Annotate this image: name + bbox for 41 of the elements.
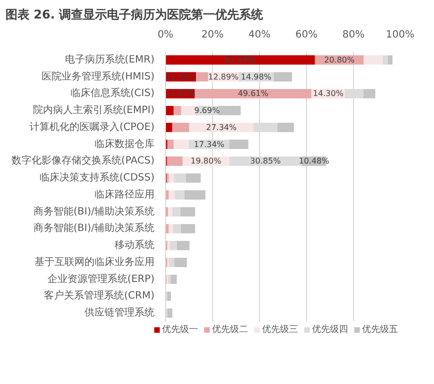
legend-label: 优先级二 xyxy=(212,324,248,336)
legend-label: 优先级一 xyxy=(162,324,198,336)
x-tick-label: 20% xyxy=(201,30,224,40)
data-label: 20.80% xyxy=(324,55,356,64)
y-tick-label: 临床决策支持系统(CDSS) xyxy=(39,172,155,184)
y-tick-label: 供应链管理系统 xyxy=(84,306,154,319)
y-tick-label: 临床数据仓库 xyxy=(94,138,154,150)
x-tick-label: 0% xyxy=(158,30,174,40)
data-label: 10.48% xyxy=(298,156,330,166)
data-label: 9.69% xyxy=(194,106,220,116)
x-tick-label: 40% xyxy=(248,30,271,40)
legend-label: 优先级五 xyxy=(362,324,398,336)
data-label: 19.80% xyxy=(190,156,222,166)
x-tick-label: 100% xyxy=(386,30,415,40)
y-tick-label: 商务智能(BI)/辅助决策系统 xyxy=(34,222,155,234)
legend-label: 优先级四 xyxy=(312,324,348,336)
y-tick-label: 计算机化的医嘱录入(CPOE) xyxy=(29,120,155,133)
x-tick-label: 60% xyxy=(295,30,318,40)
data-label: 17.34% xyxy=(194,140,225,149)
y-tick-label: 基于互联网的临床业务应用 xyxy=(34,256,154,268)
chart-title: 图表 26. 调查显示电子病历为医院第一优先系统 xyxy=(6,8,264,22)
data-label: 12.89% xyxy=(208,72,240,82)
y-tick-label: 企业资源管理系统(ERP) xyxy=(47,272,155,285)
data-label: 12.99% xyxy=(166,72,196,82)
y-tick-label: 数字化影像存储交换系统(PACS) xyxy=(11,154,155,167)
y-tick-label: 临床路径应用 xyxy=(94,188,154,200)
data-label: 63.59% xyxy=(224,55,256,64)
y-tick-label: 移动系统 xyxy=(114,239,154,252)
data-label: 14.30% xyxy=(312,89,344,98)
data-label: 30.85% xyxy=(250,156,282,166)
y-tick-label: 临床信息系统(CIS) xyxy=(70,87,155,100)
y-tick-label: 商务智能(BI)/辅助决策系统 xyxy=(34,205,155,218)
y-tick-label: 客户关系管理系统(CRM) xyxy=(44,290,155,302)
y-tick-label: 电子病历系统(EMR) xyxy=(64,53,155,66)
x-tick-label: 80% xyxy=(342,30,365,40)
legend-label: 优先级三 xyxy=(262,324,298,336)
y-tick-label: 院内病人主索引系统(EMPI) xyxy=(32,104,155,116)
data-label: 27.34% xyxy=(206,122,238,132)
data-label: 14.98% xyxy=(240,72,272,82)
data-label: 49.61% xyxy=(238,89,269,98)
y-tick-label: 医院业务管理系统(HMIS) xyxy=(41,70,155,82)
